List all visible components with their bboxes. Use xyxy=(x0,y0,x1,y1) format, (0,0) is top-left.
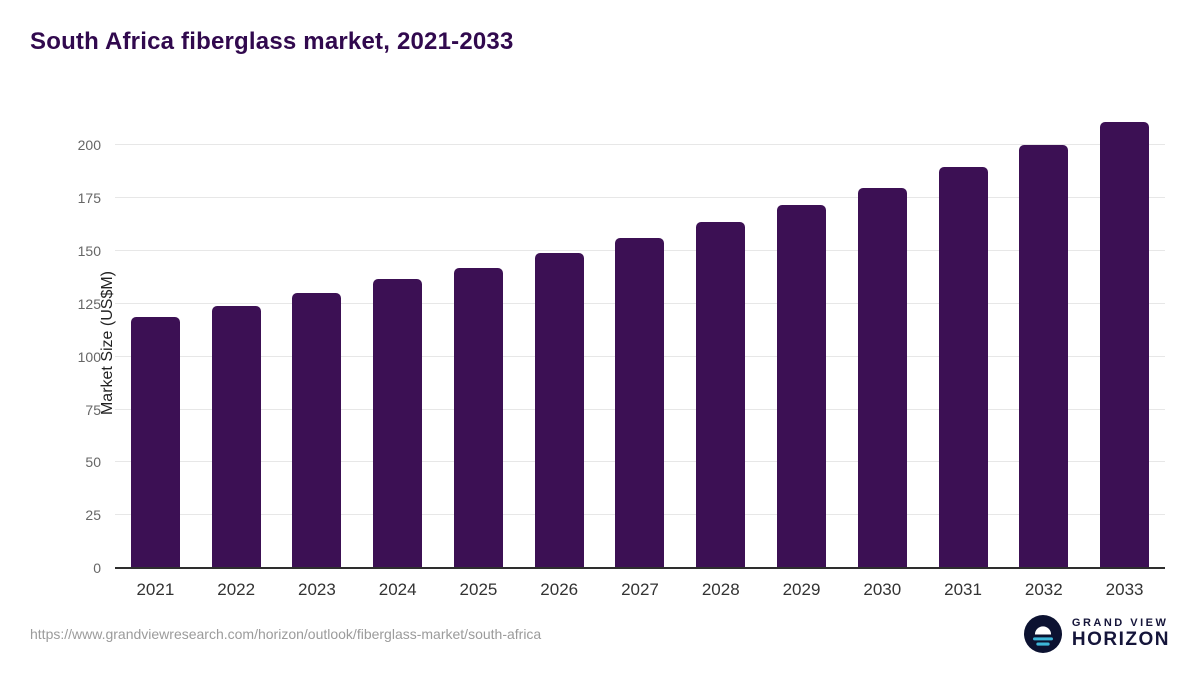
x-tick-label-2025: 2025 xyxy=(459,580,498,599)
x-tick-label-2029: 2029 xyxy=(782,580,821,599)
bar-2027 xyxy=(615,238,665,568)
gridline xyxy=(115,197,1165,199)
plot-area: 0 25 50 75 100 125 150 175 200 xyxy=(78,118,1165,576)
chart-title: South Africa fiberglass market, 2021-203… xyxy=(30,28,514,55)
bar-column xyxy=(196,306,277,568)
bar-2031 xyxy=(938,166,988,568)
x-tick-label-2033: 2033 xyxy=(1105,580,1144,599)
bar-2021 xyxy=(130,316,180,568)
x-axis-line xyxy=(115,567,1165,569)
y-tick-label: 150 xyxy=(77,243,101,260)
x-tick-label-2028: 2028 xyxy=(701,580,740,599)
bar-column xyxy=(357,278,438,568)
chart: Market Size (US$M) 0 25 50 75 100 125 150 175 20… xyxy=(30,118,1170,600)
bar-column xyxy=(761,204,842,568)
brand-logo: GRAND VIEW HORIZON xyxy=(1023,615,1170,653)
footer: https://www.grandviewresearch.com/horizo… xyxy=(30,615,1170,675)
logo-line2: HORIZON xyxy=(1071,628,1170,650)
bar-column xyxy=(600,238,681,568)
bars xyxy=(115,118,1165,568)
bar-2033 xyxy=(1100,122,1150,568)
x-tick-label-2031: 2031 xyxy=(944,580,982,599)
horizon-logo-icon xyxy=(1023,615,1062,653)
y-tick-label: 75 xyxy=(85,401,101,418)
bar-column xyxy=(923,166,1004,568)
bar-2023 xyxy=(292,293,342,568)
x-tick-label-2022: 2022 xyxy=(217,580,256,599)
x-axis-labels: 2021 2022 2023 2024 2025 2026 2027 2028 2029 2030… xyxy=(115,580,1165,600)
bar-2032 xyxy=(1019,145,1069,568)
source-url: https://www.grandviewresearch.com/horizo… xyxy=(30,626,542,642)
x-tick-label-2032: 2032 xyxy=(1024,580,1063,599)
logo-text: GRAND VIEW HORIZON xyxy=(1071,617,1170,650)
bar-column xyxy=(842,187,923,568)
bar-2028 xyxy=(696,221,746,568)
bar-column xyxy=(519,253,600,568)
bar-2025 xyxy=(453,268,503,568)
bar-column xyxy=(1084,122,1165,568)
y-tick-label: 175 xyxy=(77,190,101,207)
bar-column xyxy=(1003,145,1084,568)
y-tick-label: 100 xyxy=(77,348,101,365)
y-tick-label: 125 xyxy=(77,295,101,312)
bar-2024 xyxy=(373,278,423,568)
bar-column xyxy=(115,316,196,568)
logo-line1: GRAND VIEW xyxy=(1071,617,1169,630)
x-tick-label-2030: 2030 xyxy=(863,580,902,599)
x-tick-label-2023: 2023 xyxy=(298,580,336,599)
bar-column xyxy=(277,293,358,568)
bar-2030 xyxy=(857,187,907,568)
x-tick-label-2024: 2024 xyxy=(378,580,417,599)
bar-2022 xyxy=(211,306,261,568)
y-tick-label: 25 xyxy=(85,507,101,524)
bar-column xyxy=(680,221,761,568)
bar-2026 xyxy=(534,253,584,568)
bar-2029 xyxy=(777,204,826,568)
x-tick-label-2021: 2021 xyxy=(136,580,175,599)
y-tick-label: 50 xyxy=(85,454,101,471)
x-tick-label-2027: 2027 xyxy=(621,580,659,599)
x-tick-label-2026: 2026 xyxy=(540,580,579,599)
gridline xyxy=(115,144,1165,146)
y-tick-label: 0 xyxy=(93,560,101,576)
y-tick-label: 200 xyxy=(77,137,101,154)
bar-column xyxy=(438,268,519,568)
